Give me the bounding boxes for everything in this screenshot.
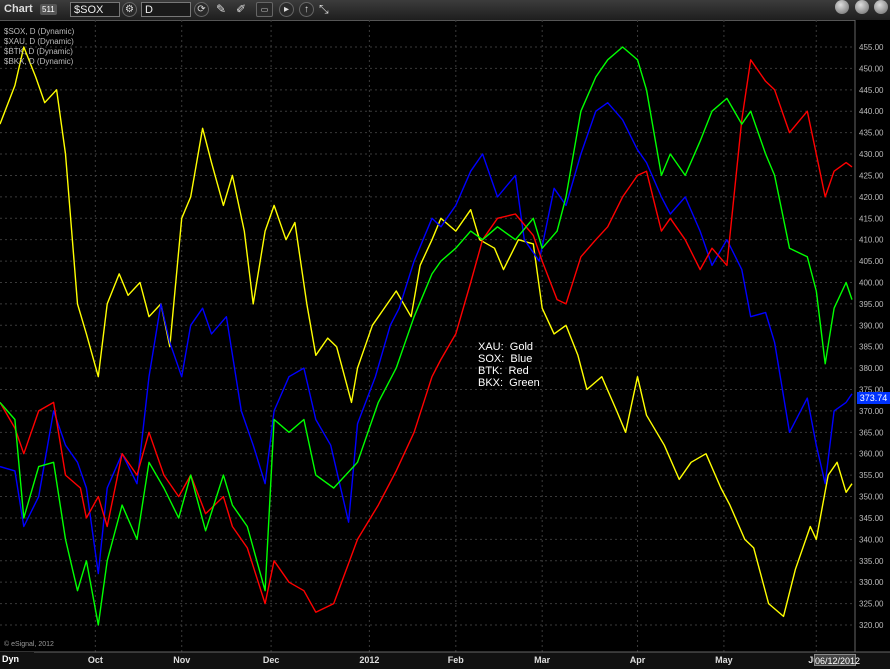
y-tick-label: 380.00 [859,364,884,373]
y-tick-label: 365.00 [859,428,884,437]
y-tick-label: 440.00 [859,107,884,116]
note-xau: XAU: Gold [478,341,534,353]
x-tick-label: May [715,655,733,665]
symbol-input[interactable]: $SOX [70,2,120,17]
y-tick-label: 335.00 [859,557,884,566]
price-chart[interactable]: 320.00 325.00 330.00 335.00 340.00 345.00 350.… [0,20,890,669]
link-icon[interactable]: ⚙ [122,2,137,17]
y-axis: 320.00 325.00 330.00 335.00 340.00 345.00 350.… [854,20,890,669]
series-layer [0,46,853,626]
y-tick-label: 375.00 [859,386,884,395]
note-bkx: BKX: Green [478,377,540,389]
y-tick-label: 425.00 [859,171,884,180]
y-tick-label: 320.00 [859,621,884,630]
minimize-icon[interactable] [835,0,849,14]
x-tick-label: Dec [263,655,280,665]
tool-icon[interactable]: ⤡ [319,2,329,16]
y-tick-label: 355.00 [859,471,884,480]
x-tick-label: Apr [630,655,646,665]
copyright-text: © eSignal, 2012 [4,641,54,648]
overlay-label-xau: $XAU, D (Dynamic) [4,37,74,46]
y-tick-label: 330.00 [859,578,884,587]
window-label: Chart [4,3,33,15]
current-value-tag: 373.74 [857,392,890,404]
x-tick-label: Mar [534,655,551,665]
y-tick-label: 405.00 [859,257,884,266]
y-tick-label: 430.00 [859,150,884,159]
y-tick-label: 360.00 [859,450,884,459]
series-line-btk [0,59,853,613]
overlay-label-sox: $SOX, D (Dynamic) [4,27,75,36]
overlay-label-btk: $BTK, D (Dynamic) [4,47,73,56]
y-tick-label: 435.00 [859,129,884,138]
y-axis-panel [855,20,890,669]
y-tick-label: 445.00 [859,86,884,95]
y-tick-label: 420.00 [859,193,884,202]
draw-icon[interactable]: ✐ [236,2,247,16]
interval-input[interactable]: D [141,2,191,17]
chart-grid [0,20,855,652]
y-tick-label: 415.00 [859,214,884,223]
y-tick-label: 385.00 [859,343,884,352]
y-tick-label: 345.00 [859,514,884,523]
x-axis-panel [0,652,890,669]
y-tick-label: 455.00 [859,43,884,52]
maximize-icon[interactable] [855,0,869,14]
bottom-left-panel[interactable]: Dyn [0,652,34,669]
dyn-label: Dyn [2,654,20,664]
y-tick-label: 450.00 [859,64,884,73]
edit-icon[interactable]: ▭ [256,2,273,17]
y-tick-label: 340.00 [859,535,884,544]
y-tick-label: 400.00 [859,278,884,287]
y-tick-label: 350.00 [859,493,884,502]
series-line-bkx [0,46,853,626]
note-btk: BTK: Red [478,365,529,377]
x-tick-label: 2012 [359,655,379,665]
close-icon[interactable] [874,0,888,14]
y-tick-label: 395.00 [859,300,884,309]
x-tick-label: Feb [448,655,465,665]
y-tick-label: 370.00 [859,407,884,416]
current-date-tag: 06/12/2012 [814,654,861,666]
series-line-xau [0,46,853,618]
overlay-label-bkx: $BKX, D (Dynamic) [4,57,74,66]
pencil-icon[interactable]: ✎ [216,2,227,16]
x-tick-label: Oct [88,655,103,665]
sync-icon[interactable]: ⟳ [194,2,209,17]
play-icon[interactable]: ▸ [279,2,294,17]
series-overlay-labels: $SOX, D (Dynamic) $XAU, D (Dynamic) $BTK… [4,27,74,67]
x-axis: OctNovDec2012FebMarAprMayJun [0,651,890,669]
series-line-sox [0,102,853,575]
note-sox: SOX: Blue [478,353,533,365]
y-tick-label: 410.00 [859,236,884,245]
cursor-icon[interactable]: ↑ [299,2,314,17]
y-tick-label: 390.00 [859,321,884,330]
window-badge: 511 [40,4,57,15]
y-tick-label: 325.00 [859,600,884,609]
chart-toolbar: Chart 511 $SOX ⚙ D ⟳ ✎ ✐ ▭ ▸ ↑ ⤡ [0,0,890,21]
color-key-note: XAU: Gold SOX: Blue BTK: Red BKX: Green [478,341,540,389]
x-tick-label: Nov [173,655,190,665]
